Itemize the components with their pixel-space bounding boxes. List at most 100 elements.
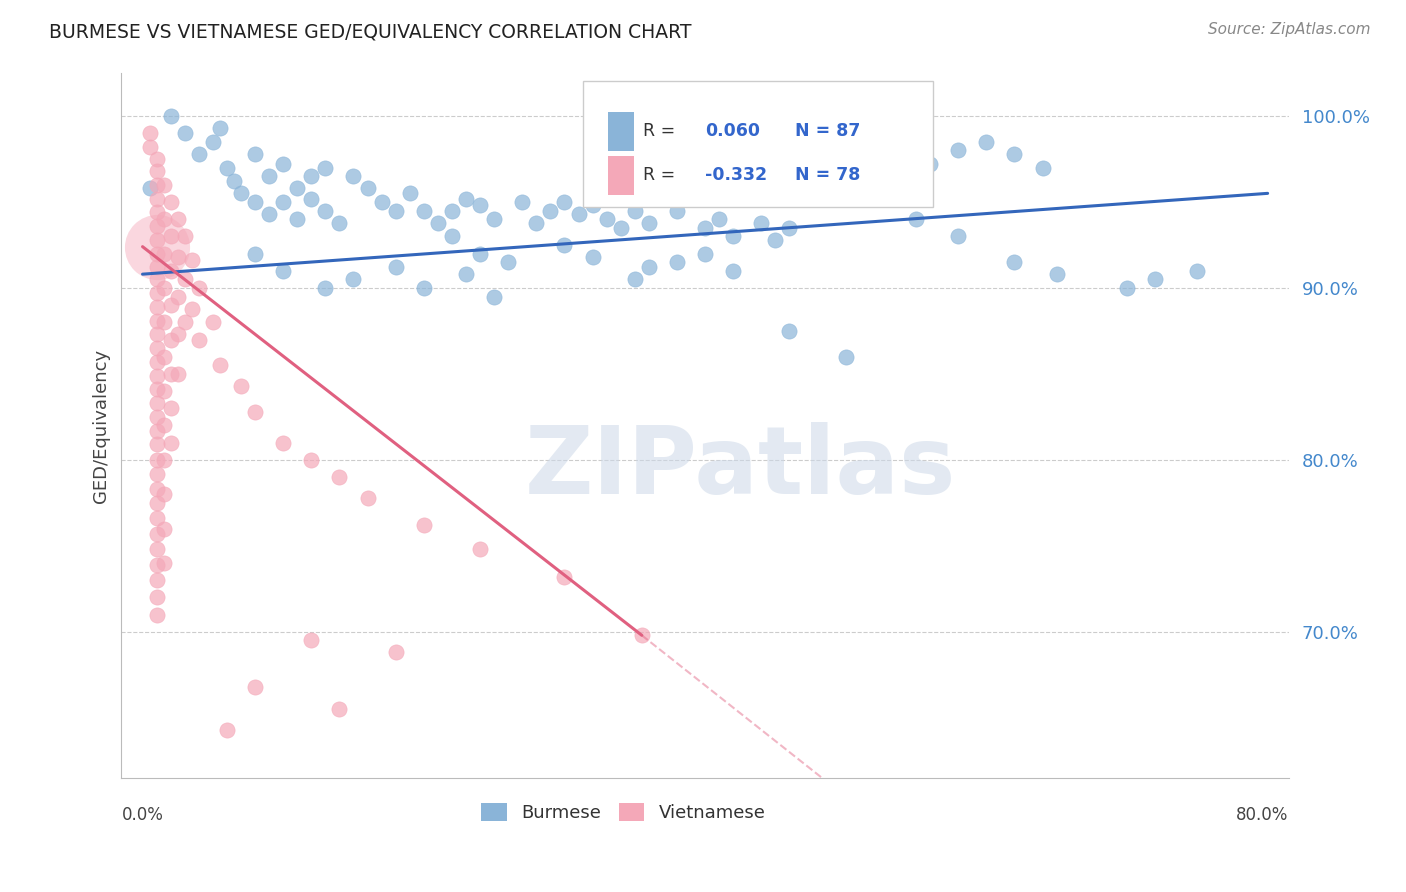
Point xyxy=(145,233,167,247)
Point xyxy=(271,157,294,171)
Legend: Burmese, Vietnamese: Burmese, Vietnamese xyxy=(481,803,765,822)
Point xyxy=(152,453,174,467)
Point xyxy=(763,233,786,247)
Point xyxy=(637,216,659,230)
Point xyxy=(835,350,858,364)
Point xyxy=(152,315,174,329)
Point xyxy=(145,260,167,275)
Point xyxy=(426,216,449,230)
Point xyxy=(243,680,266,694)
Point xyxy=(271,435,294,450)
Point xyxy=(159,333,181,347)
Point xyxy=(243,405,266,419)
Point xyxy=(145,383,167,397)
Point xyxy=(1187,264,1209,278)
Point xyxy=(623,272,645,286)
Text: R =: R = xyxy=(643,166,681,185)
Point xyxy=(342,169,364,183)
Point xyxy=(145,327,167,342)
Point xyxy=(145,286,167,301)
Point xyxy=(166,212,188,227)
Point xyxy=(538,203,561,218)
Point xyxy=(152,522,174,536)
Point xyxy=(285,181,308,195)
Point xyxy=(145,240,167,254)
Point xyxy=(1032,161,1054,175)
Point xyxy=(173,126,195,140)
Point xyxy=(201,315,224,329)
Point xyxy=(187,146,209,161)
Point xyxy=(145,300,167,314)
Point xyxy=(721,264,744,278)
Point xyxy=(145,574,167,588)
Point xyxy=(482,289,505,303)
Point xyxy=(152,418,174,433)
Point xyxy=(215,723,238,737)
Point xyxy=(440,203,463,218)
Point xyxy=(285,212,308,227)
Point xyxy=(454,192,477,206)
Point xyxy=(271,264,294,278)
Point xyxy=(152,384,174,398)
Point xyxy=(398,186,420,201)
Point xyxy=(257,169,280,183)
Point xyxy=(243,194,266,209)
Point xyxy=(609,220,631,235)
Point xyxy=(468,542,491,557)
Point xyxy=(1046,267,1069,281)
Point xyxy=(1116,281,1139,295)
Point xyxy=(948,229,970,244)
Point xyxy=(314,281,336,295)
Point xyxy=(166,327,188,342)
Point xyxy=(138,126,160,140)
Point xyxy=(145,482,167,496)
Point xyxy=(173,315,195,329)
Point xyxy=(145,607,167,622)
Point xyxy=(166,367,188,381)
Point xyxy=(208,359,231,373)
Point xyxy=(145,467,167,481)
Point xyxy=(145,152,167,166)
Point xyxy=(152,350,174,364)
Point xyxy=(630,628,652,642)
Point xyxy=(145,355,167,369)
Point xyxy=(145,341,167,355)
Point xyxy=(384,203,406,218)
Point xyxy=(468,198,491,212)
Point xyxy=(496,255,519,269)
Point xyxy=(553,238,575,252)
Point xyxy=(412,281,434,295)
Point xyxy=(299,192,322,206)
Point xyxy=(665,255,688,269)
Point xyxy=(595,212,617,227)
Point xyxy=(257,207,280,221)
Text: BURMESE VS VIETNAMESE GED/EQUIVALENCY CORRELATION CHART: BURMESE VS VIETNAMESE GED/EQUIVALENCY CO… xyxy=(49,22,692,41)
Point xyxy=(159,194,181,209)
Point xyxy=(145,219,167,233)
Point xyxy=(145,178,167,192)
Point xyxy=(553,194,575,209)
Point xyxy=(145,424,167,438)
Point xyxy=(328,216,350,230)
Point xyxy=(145,437,167,451)
FancyBboxPatch shape xyxy=(609,156,634,194)
Point xyxy=(1004,255,1026,269)
Point xyxy=(208,121,231,136)
Point xyxy=(215,161,238,175)
Y-axis label: GED/Equivalency: GED/Equivalency xyxy=(93,349,110,502)
Point xyxy=(905,212,928,227)
Point xyxy=(138,181,160,195)
Point xyxy=(145,192,167,206)
Text: N = 87: N = 87 xyxy=(794,122,860,141)
Point xyxy=(229,186,252,201)
Point xyxy=(145,246,167,260)
Point xyxy=(166,289,188,303)
Point xyxy=(145,164,167,178)
Text: Source: ZipAtlas.com: Source: ZipAtlas.com xyxy=(1208,22,1371,37)
Point xyxy=(222,174,245,188)
Point xyxy=(173,229,195,244)
Point xyxy=(370,194,392,209)
Point xyxy=(152,212,174,227)
Point xyxy=(145,453,167,467)
Point xyxy=(440,229,463,244)
